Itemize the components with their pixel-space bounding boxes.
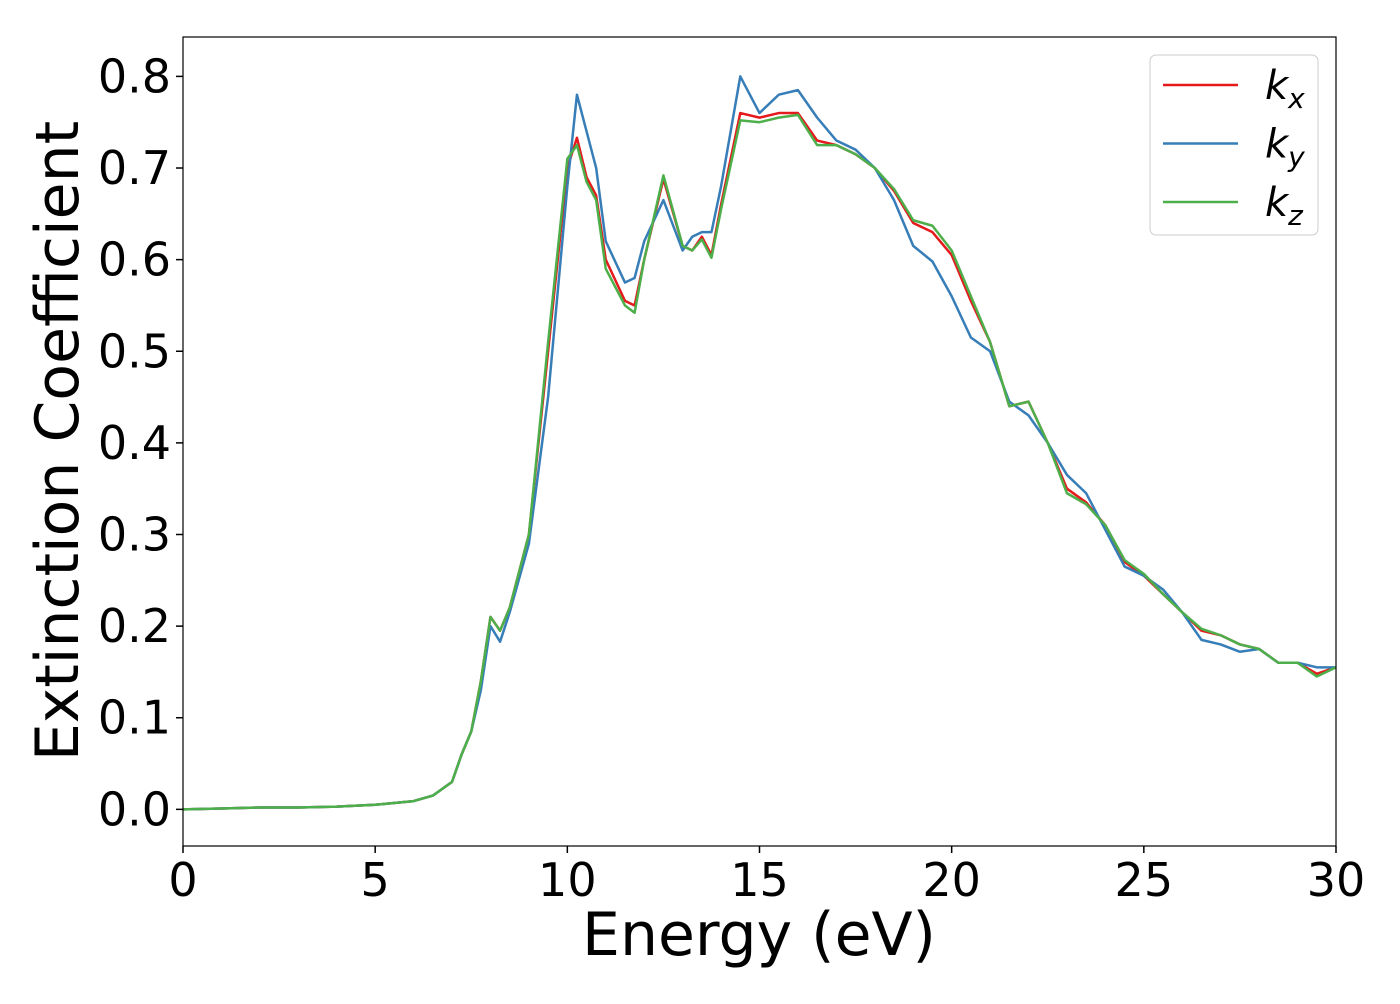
x-tick-label: 0 xyxy=(168,853,197,907)
y-tick-label: 0.1 xyxy=(98,691,171,745)
x-tick-label: 5 xyxy=(361,853,390,907)
y-axis-label: Extinction Coefficient xyxy=(23,121,93,761)
y-tick-label: 0.6 xyxy=(98,233,171,287)
x-axis-label: Energy (eV) xyxy=(582,900,936,970)
x-tick-label: 20 xyxy=(922,853,981,907)
x-tick-label: 10 xyxy=(538,853,597,907)
legend-label: kx xyxy=(1265,63,1305,115)
y-tick-label: 0.4 xyxy=(98,416,171,470)
y-tick-label: 0.2 xyxy=(98,599,171,653)
plot-frame xyxy=(182,36,1337,847)
y-tick-label: 0.0 xyxy=(98,782,171,836)
y-tick-label: 0.7 xyxy=(98,141,171,195)
x-tick-label: 30 xyxy=(1307,853,1366,907)
legend-label: ky xyxy=(1265,122,1305,174)
legend-box xyxy=(1149,54,1319,236)
legend-label: kz xyxy=(1265,180,1304,232)
series-line xyxy=(182,113,1337,811)
y-tick-label: 0.8 xyxy=(98,49,171,103)
x-tick-label: 15 xyxy=(730,853,789,907)
y-tick-label: 0.5 xyxy=(98,324,171,378)
y-tick-label: 0.3 xyxy=(98,507,171,561)
x-tick-label: 25 xyxy=(1115,853,1174,907)
